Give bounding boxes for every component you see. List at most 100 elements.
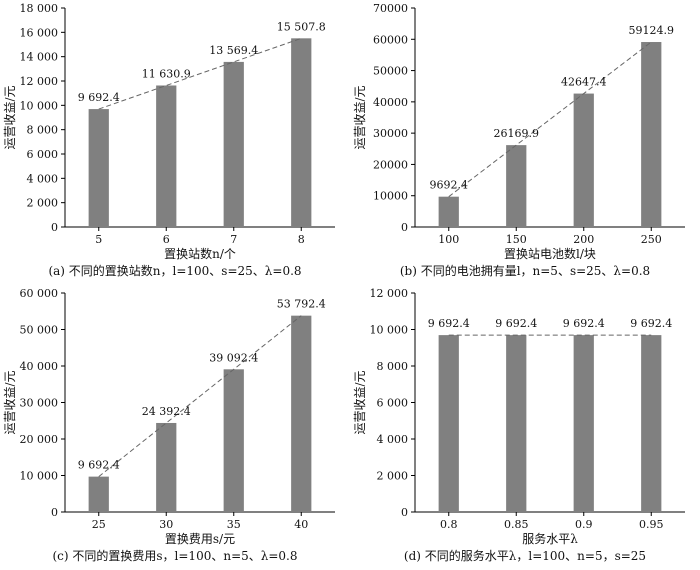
- data-label: 9 692.4: [630, 317, 672, 330]
- bar: [506, 335, 527, 512]
- bar: [641, 335, 662, 512]
- caption-c: (c) 不同的置换费用s，l=100、n=5、λ=0.8: [52, 549, 298, 563]
- caption-b: (b) 不同的电池拥有量l，n=5、s=25、λ=0.8: [399, 264, 651, 278]
- y-tick-label: 60 000: [20, 287, 59, 300]
- bar: [573, 93, 594, 228]
- data-label: 59124.9: [629, 24, 675, 37]
- chart-panel-b: 运营收益/元 0 10000 20000 30000 40000 50000 60000 700…: [350, 0, 700, 285]
- x-tick-label: 250: [641, 233, 662, 246]
- y-tick-label: 2 000: [377, 470, 409, 483]
- y-tick-label: 60000: [373, 33, 408, 46]
- data-label: 9 692.4: [78, 459, 120, 472]
- data-label: 9692.4: [430, 179, 469, 192]
- bar: [573, 335, 594, 512]
- x-tick-label: 0.95: [639, 518, 664, 531]
- y-tick-label: 12 000: [20, 75, 59, 88]
- bar: [291, 315, 312, 512]
- bar: [88, 109, 109, 227]
- y-tick-label: 20 000: [20, 433, 59, 446]
- bar: [506, 145, 527, 227]
- data-label: 39 092.4: [209, 351, 258, 364]
- bar-chart-b: 运营收益/元 0 10000 20000 30000 40000 50000 60000 700…: [353, 2, 685, 260]
- y-tick-label: 10 000: [370, 324, 409, 337]
- y-tick-label: 0: [401, 506, 408, 519]
- y-tick-label: 0: [51, 506, 58, 519]
- bar: [223, 369, 244, 512]
- y-tick-label: 10000: [373, 190, 408, 203]
- x-tick-label: 150: [506, 233, 527, 246]
- x-tick-label: 35: [227, 518, 241, 531]
- data-label: 53 792.4: [277, 298, 326, 311]
- data-label: 26169.9: [494, 127, 540, 140]
- data-label: 13 569.4: [209, 44, 258, 57]
- y-tick-label: 18 000: [20, 2, 59, 15]
- data-label: 42647.4: [561, 76, 607, 89]
- y-tick-label: 16 000: [20, 26, 59, 39]
- x-tick-label: 6: [163, 233, 170, 246]
- y-tick-label: 40 000: [20, 360, 59, 373]
- caption-a: (a) 不同的置换站数n，l=100、s=25、λ=0.8: [48, 264, 302, 278]
- chart-panel-a: 运营收益/元 0 2 000 4 000 6 000 8 000 10 000 12 000 1…: [0, 0, 350, 285]
- y-tick-label: 20000: [373, 158, 408, 171]
- x-axis-label: 置换站数n/个: [164, 246, 236, 260]
- x-tick-label: 0.85: [504, 518, 529, 531]
- x-tick-label: 5: [95, 233, 102, 246]
- trend-line: [448, 41, 652, 198]
- y-tick-label: 6 000: [27, 148, 59, 161]
- y-tick-label: 6 000: [377, 397, 409, 410]
- bar-chart-d: 运营收益/元 0 2 000 4 000 6 000 8 000 10 000 12 000 0…: [353, 287, 685, 545]
- data-label: 24 392.4: [142, 405, 191, 418]
- bar: [88, 476, 109, 512]
- y-tick-label: 10 000: [20, 99, 59, 112]
- bar: [641, 42, 662, 227]
- y-tick-label: 30000: [373, 127, 408, 140]
- chart-panel-c: 运营收益/元 0 10 000 20 000 30 000 40 000 50 000 60 …: [0, 285, 350, 570]
- y-tick-label: 4 000: [377, 433, 409, 446]
- bar: [291, 38, 312, 228]
- y-tick-label: 10 000: [20, 470, 59, 483]
- y-tick-label: 0: [401, 221, 408, 234]
- x-tick-label: 40: [294, 518, 308, 531]
- chart-panel-d: 运营收益/元 0 2 000 4 000 6 000 8 000 10 000 12 000 0…: [350, 285, 700, 570]
- bar-chart-a: 运营收益/元 0 2 000 4 000 6 000 8 000 10 000 12 000 1…: [3, 2, 335, 260]
- x-tick-label: 8: [298, 233, 305, 246]
- data-label: 15 507.8: [277, 20, 326, 33]
- data-label: 9 692.4: [495, 317, 537, 330]
- trend-line: [98, 37, 302, 110]
- x-tick-label: 200: [573, 233, 594, 246]
- x-axis-label: 置换费用s/元: [165, 532, 235, 545]
- data-label: 9 692.4: [563, 317, 605, 330]
- bar: [438, 196, 459, 227]
- y-tick-label: 4 000: [27, 172, 59, 185]
- y-tick-label: 14 000: [20, 51, 59, 64]
- data-label: 9 692.4: [428, 317, 470, 330]
- y-tick-label: 0: [51, 221, 58, 234]
- data-label: 11 630.9: [142, 67, 191, 80]
- x-tick-label: 100: [438, 233, 459, 246]
- y-axis-label: 运营收益/元: [353, 370, 367, 434]
- y-tick-label: 70000: [373, 2, 408, 15]
- bar: [156, 422, 177, 512]
- y-tick-label: 8 000: [27, 124, 59, 137]
- y-axis-label: 运营收益/元: [353, 85, 367, 149]
- y-tick-label: 40000: [373, 96, 408, 109]
- data-label: 9 692.4: [78, 91, 120, 104]
- y-tick-label: 2 000: [27, 197, 59, 210]
- x-axis-label: 置换站电池数l/块: [504, 246, 596, 260]
- y-tick-label: 50000: [373, 65, 408, 78]
- x-tick-label: 30: [159, 518, 173, 531]
- x-axis-label: 服务水平λ: [522, 531, 578, 545]
- y-axis-label: 运营收益/元: [3, 85, 17, 149]
- caption-d: (d) 不同的服务水平λ，l=100、n=5，s=25: [403, 549, 647, 563]
- y-axis-label: 运营收益/元: [3, 370, 17, 434]
- x-tick-label: 0.8: [440, 518, 458, 531]
- y-tick-label: 50 000: [20, 324, 59, 337]
- bar: [156, 85, 177, 227]
- bar: [438, 335, 459, 512]
- y-tick-label: 30 000: [20, 397, 59, 410]
- bar: [223, 61, 244, 227]
- x-tick-label: 7: [230, 233, 237, 246]
- x-tick-label: 0.9: [575, 518, 593, 531]
- trend-line: [98, 315, 302, 478]
- bar-chart-c: 运营收益/元 0 10 000 20 000 30 000 40 000 50 000 60 …: [3, 287, 335, 545]
